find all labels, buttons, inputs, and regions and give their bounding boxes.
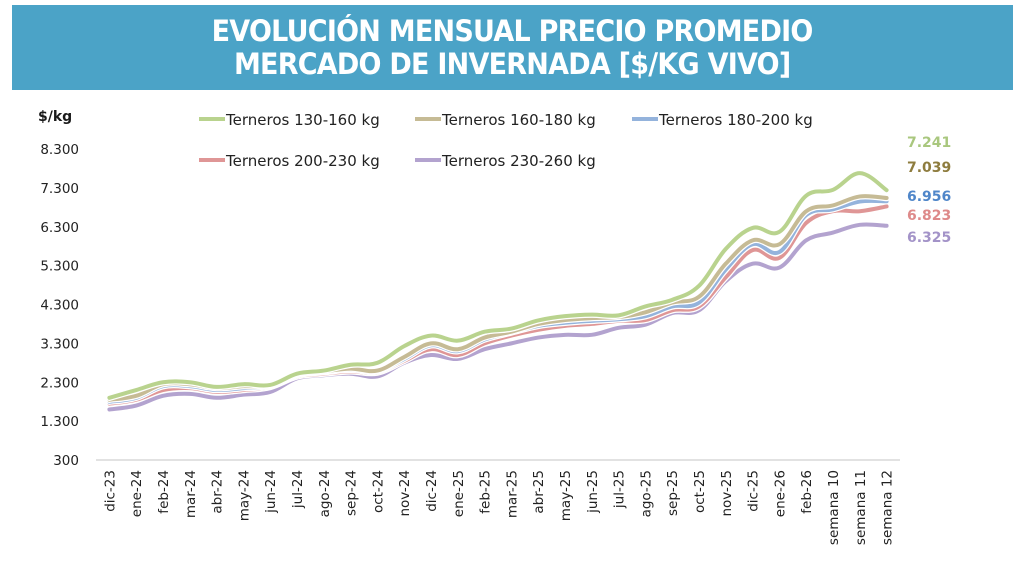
x-tick-label: jun-24: [263, 470, 279, 514]
end-value-label: 6.823: [907, 208, 951, 224]
legend-label: Terneros 180-200 kg: [658, 111, 813, 129]
x-tick-label: ago-24: [317, 470, 333, 517]
end-value-label: 7.241: [907, 135, 951, 151]
x-tick-label: oct-24: [370, 470, 386, 513]
x-tick-label: feb-25: [478, 470, 494, 514]
legend-label: Terneros 230-260 kg: [441, 152, 596, 170]
legend-label: Terneros 130-160 kg: [225, 111, 380, 129]
x-tick-label: may-25: [558, 470, 574, 521]
y-tick-label: 2.300: [40, 375, 79, 391]
x-tick-label: dic-25: [746, 470, 762, 512]
y-tick-label: 6.300: [40, 220, 79, 236]
series-line-outline: [106, 203, 890, 407]
y-tick-label: 7.300: [40, 181, 79, 197]
x-tick-label: mar-25: [504, 470, 520, 518]
y-axis-title: $/kg: [38, 109, 72, 125]
chart-title-line-2: MERCADO DE INVERNADA [$/KG VIVO]: [234, 46, 791, 81]
y-tick-label: 8.300: [40, 142, 79, 158]
end-value-label: 7.039: [907, 160, 951, 176]
x-tick-label: abr-25: [531, 470, 547, 514]
x-tick-label: oct-25: [692, 470, 708, 513]
series-line-outline: [106, 169, 890, 402]
x-tick-label: dic-23: [102, 470, 118, 512]
x-tick-label: jun-25: [585, 470, 601, 514]
series-lines: [106, 169, 890, 413]
series-line-1: [107, 171, 889, 400]
end-value-label: 6.956: [907, 189, 951, 205]
x-tick-label: semana 11: [853, 470, 869, 545]
legend-label: Terneros 160-180 kg: [441, 111, 596, 129]
y-tick-label: 1.300: [40, 414, 79, 430]
x-tick-label: dic-24: [424, 470, 440, 512]
x-tick-label: abr-24: [210, 470, 226, 514]
x-tick-label: may-24: [236, 470, 252, 521]
x-tick-label: nov-25: [719, 470, 735, 517]
x-tick-label: feb-26: [799, 470, 815, 514]
x-tick-label: sep-25: [665, 470, 681, 516]
x-tick-label: nov-24: [397, 470, 413, 517]
x-tick-label: ago-25: [638, 470, 654, 517]
y-axis-ticks: 300 1.300 2.300 3.300 4.300 5.300 6.300 7.300 8.…: [40, 142, 79, 469]
series-line-4: [107, 204, 889, 406]
y-tick-label: 300: [53, 453, 79, 469]
series-line-5: [107, 222, 889, 412]
x-tick-label: ene-24: [129, 470, 145, 517]
x-tick-label: sep-24: [344, 470, 360, 516]
legend: Terneros 130-160 kg Terneros 160-180 kg Te…: [199, 111, 813, 170]
y-tick-label: 5.300: [40, 259, 79, 275]
y-tick-label: 3.300: [40, 336, 79, 352]
y-tick-label: 4.300: [40, 298, 79, 314]
title-banner: EVOLUCIÓN MENSUAL PRECIO PROMEDIO MERCAD…: [12, 5, 1013, 90]
x-tick-label: ene-25: [451, 470, 467, 517]
x-tick-label: jul-24: [290, 470, 306, 509]
series-line-outline: [106, 192, 890, 403]
x-tick-label: semana 12: [880, 470, 896, 545]
series-line-2: [107, 194, 889, 402]
end-value-labels: 7.241 7.039 6.956 6.823 6.325: [907, 135, 951, 246]
x-tick-label: jul-25: [612, 470, 628, 509]
x-tick-label: feb-24: [156, 470, 172, 514]
legend-label: Terneros 200-230 kg: [225, 152, 380, 170]
x-axis-ticks: dic-23 ene-24 feb-24 mar-24 abr-24 may-24 jun-…: [102, 470, 895, 545]
x-tick-label: mar-24: [183, 470, 199, 518]
x-tick-label: ene-26: [772, 470, 788, 517]
x-tick-label: semana 10: [826, 470, 842, 545]
end-value-label: 6.325: [907, 230, 951, 246]
chart-title-line-1: EVOLUCIÓN MENSUAL PRECIO PROMEDIO: [211, 13, 814, 48]
